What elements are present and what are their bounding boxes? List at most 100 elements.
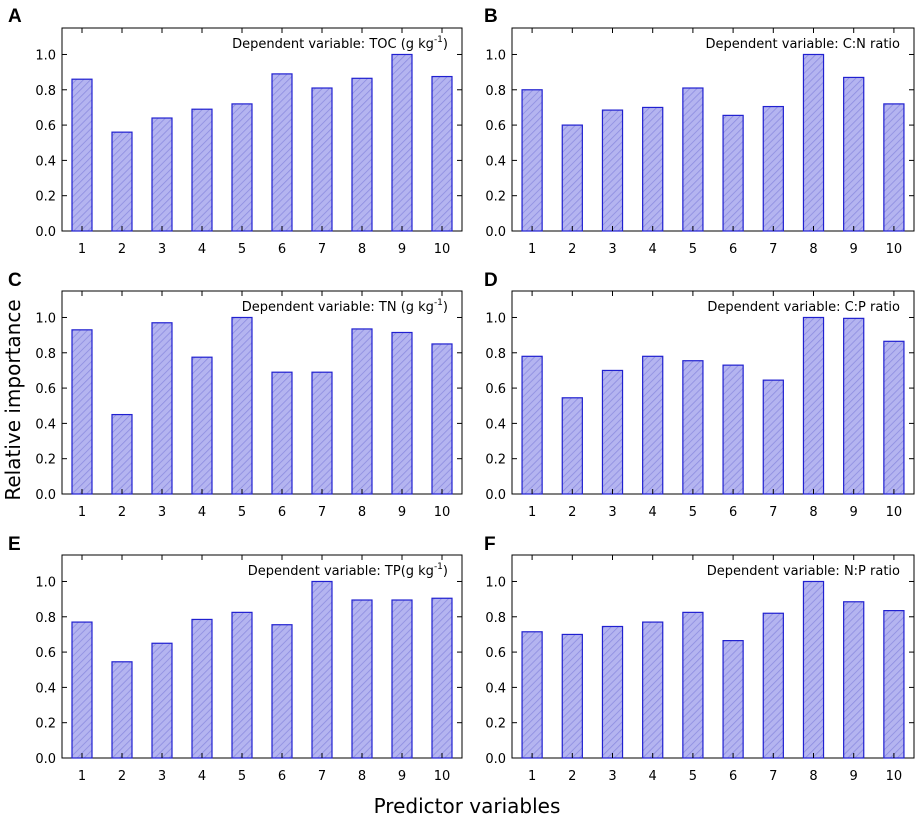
chart-f-x-tick-label: 4: [649, 769, 657, 784]
chart-d-y-tick-label: 0.0: [485, 488, 506, 503]
chart-a-x-tick-label: 6: [278, 242, 286, 257]
chart-a-bar: [191, 108, 213, 232]
chart-a-bar: [271, 73, 293, 232]
chart-e-x-tick-label: 6: [278, 769, 286, 784]
chart-b-bar: [722, 114, 744, 232]
chart-f-y-tick-label: 0.2: [485, 717, 506, 732]
chart-a-bar: [311, 87, 333, 232]
chart-c-x-tick-label: 7: [318, 505, 326, 520]
chart-f-y-tick-label: 0.4: [485, 681, 506, 696]
chart-d-bar: [561, 397, 583, 495]
chart-b-y-tick-label: 0.8: [485, 84, 506, 99]
chart-c-x-tick-label: 2: [118, 505, 126, 520]
chart-a-x-tick-label: 2: [118, 242, 126, 257]
chart-b-bar: [802, 53, 825, 232]
chart-f-bar: [642, 621, 664, 759]
chart-d-x-tick-label: 3: [608, 505, 616, 520]
chart-d-y-tick-label: 1.0: [485, 311, 506, 326]
chart-f-bar: [722, 640, 744, 759]
chart-b-x-tick-label: 3: [608, 242, 616, 257]
chart-e-bar: [391, 599, 413, 759]
chart-e-bar: [311, 580, 333, 759]
chart-e-bar: [151, 642, 173, 759]
chart-d-bar: [883, 340, 905, 495]
chart-a-y-tick-label: 0.0: [35, 225, 56, 240]
chart-d-x-tick-label: 9: [850, 505, 858, 520]
chart-e-y-tick-label: 0.8: [35, 611, 56, 626]
chart-e-bar: [271, 624, 293, 759]
y-axis-title: Relative importance: [1, 299, 25, 500]
chart-a-x-tick-label: 9: [398, 242, 406, 257]
chart-d-bar: [642, 355, 664, 495]
chart-f-y-tick-label: 0.0: [485, 752, 506, 767]
chart-a-x-tick-label: 3: [158, 242, 166, 257]
chart-b-y-tick-label: 0.2: [485, 190, 506, 205]
chart-f-panel-letter: F: [484, 534, 496, 555]
chart-f-x-tick-label: 7: [769, 769, 777, 784]
chart-b-x-tick-label: 2: [568, 242, 576, 257]
chart-d-bar: [843, 317, 865, 495]
chart-d-bar: [762, 379, 784, 495]
chart-f-bar: [802, 580, 825, 759]
chart-a-bar: [71, 78, 93, 232]
chart-c-panel: C 0.0 0.2 0.4 0.6 0.8 1.0 1 2 3 4 5 6 7 8 9 10 Dependent …: [8, 270, 463, 520]
chart-e-bar: [191, 618, 213, 759]
chart-d-y-tick-label: 0.2: [485, 453, 506, 468]
chart-b-panel: B 0.0 0.2 0.4 0.6 0.8 1.0 1 2 3 4 5 6 7 8 9 10 Dependent …: [484, 6, 915, 257]
chart-d-plot-frame: [511, 290, 915, 495]
chart-b-x-tick-label: 5: [689, 242, 697, 257]
chart-a-bar: [351, 77, 373, 232]
chart-a-y-tick-label: 0.2: [35, 190, 56, 205]
chart-b-y-tick-label: 0.0: [485, 225, 506, 240]
chart-d-panel: D 0.0 0.2 0.4 0.6 0.8 1.0 1 2 3 4 5 6 7 8 9 10 Dependent …: [484, 270, 915, 520]
chart-e-bar: [231, 611, 253, 759]
chart-c-bar: [271, 371, 293, 495]
chart-e-bar: [351, 599, 373, 759]
chart-e-bar: [111, 661, 133, 759]
chart-b-y-tick-label: 0.6: [485, 119, 506, 134]
chart-c-y-tick-label: 0.2: [35, 453, 56, 468]
chart-f-x-tick-label: 1: [528, 769, 536, 784]
chart-c-dependent-variable-label: Dependent variable: TN (g kg-1): [242, 298, 448, 315]
chart-e-x-tick-label: 5: [238, 769, 246, 784]
chart-c-x-tick-label: 8: [358, 505, 366, 520]
chart-c-bar: [191, 356, 213, 495]
chart-a-x-tick-label: 5: [238, 242, 246, 257]
chart-c-bar: [311, 371, 333, 495]
chart-e-x-tick-label: 9: [398, 769, 406, 784]
chart-f-y-tick-label: 1.0: [485, 575, 506, 590]
chart-b-bar: [642, 106, 664, 232]
chart-f-bar: [521, 631, 543, 759]
chart-b-y-tick-label: 1.0: [485, 48, 506, 63]
chart-a-x-tick-label: 1: [78, 242, 86, 257]
chart-b-x-tick-label: 6: [729, 242, 737, 257]
chart-c-y-tick-label: 0.6: [35, 382, 56, 397]
chart-e-panel-letter: E: [8, 534, 21, 555]
chart-a-dependent-variable-label: Dependent variable: TOC (g kg-1): [232, 35, 448, 52]
chart-b-bar: [682, 87, 704, 232]
chart-c-x-tick-label: 1: [78, 505, 86, 520]
chart-c-x-tick-label: 6: [278, 505, 286, 520]
chart-e-bar: [431, 597, 453, 759]
chart-c-bar: [351, 328, 373, 495]
chart-e-y-tick-label: 0.4: [35, 681, 56, 696]
chart-e-x-tick-label: 4: [198, 769, 206, 784]
chart-c-x-tick-label: 9: [398, 505, 406, 520]
chart-a-x-tick-label: 10: [434, 242, 451, 257]
chart-f-y-tick-label: 0.8: [485, 611, 506, 626]
chart-c-bar: [151, 322, 173, 495]
chart-b-x-tick-label: 7: [769, 242, 777, 257]
chart-f-x-tick-label: 8: [809, 769, 817, 784]
chart-d-panel-letter: D: [484, 270, 498, 291]
chart-f-x-tick-label: 2: [568, 769, 576, 784]
chart-b-x-tick-label: 1: [528, 242, 536, 257]
chart-a-y-tick-label: 0.6: [35, 119, 56, 134]
chart-a-x-tick-label: 7: [318, 242, 326, 257]
chart-e-x-tick-label: 8: [358, 769, 366, 784]
chart-d-x-tick-label: 2: [568, 505, 576, 520]
chart-d-x-tick-label: 4: [649, 505, 657, 520]
chart-c-x-tick-label: 4: [198, 505, 206, 520]
chart-d-bar: [722, 364, 744, 495]
chart-b-x-tick-label: 4: [649, 242, 657, 257]
